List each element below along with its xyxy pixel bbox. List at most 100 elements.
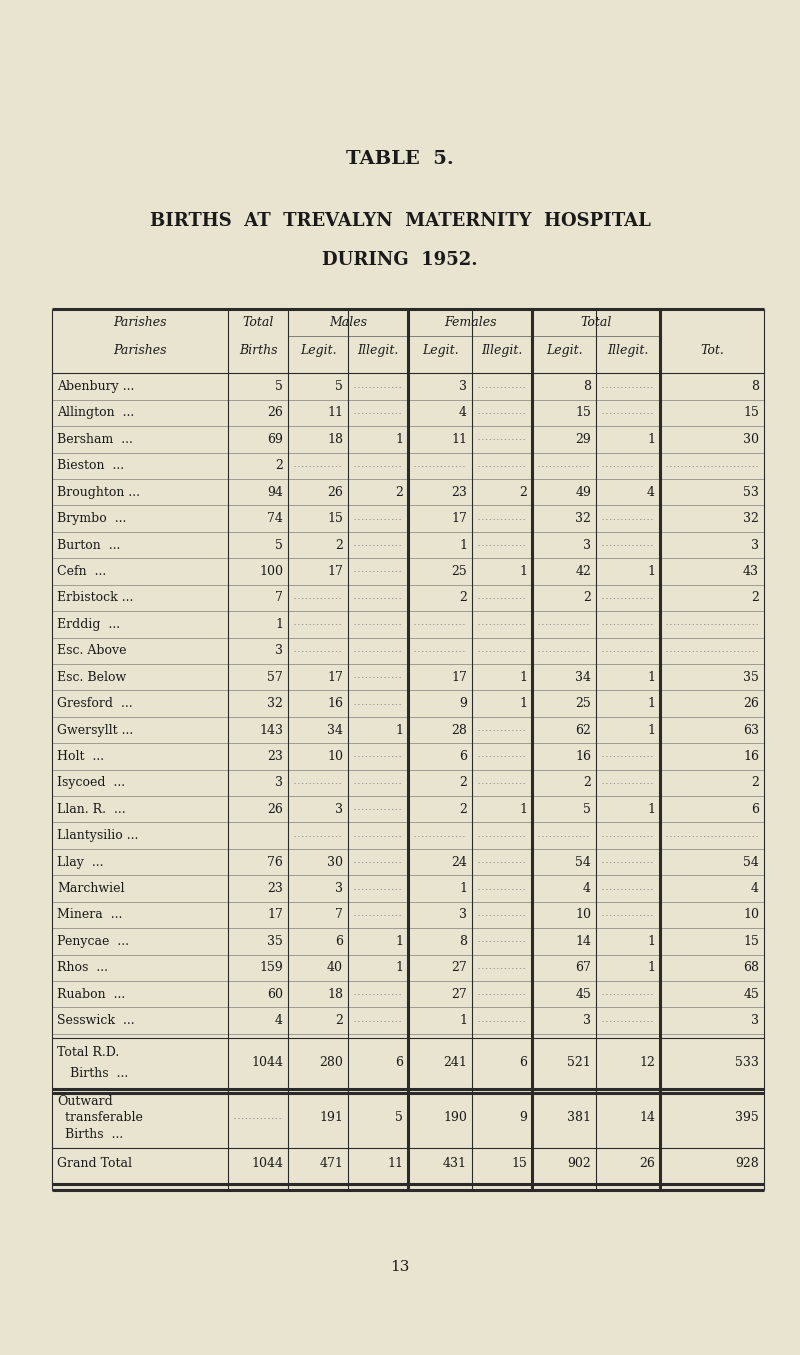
- Text: 35: 35: [267, 935, 283, 948]
- Text: 2: 2: [459, 802, 467, 816]
- Text: 395: 395: [735, 1111, 759, 1125]
- Text: 30: 30: [743, 432, 759, 446]
- Text: Brymbo  ...: Brymbo ...: [57, 512, 126, 526]
- Text: Bersham  ...: Bersham ...: [57, 432, 133, 446]
- Text: 3: 3: [275, 644, 283, 657]
- Text: 23: 23: [267, 882, 283, 896]
- Text: Llay  ...: Llay ...: [57, 855, 103, 869]
- Text: 1: 1: [647, 802, 655, 816]
- Text: 17: 17: [267, 908, 283, 921]
- Text: 94: 94: [267, 485, 283, 499]
- Text: Illegit.: Illegit.: [482, 344, 522, 356]
- Text: 35: 35: [743, 671, 759, 684]
- Text: 1: 1: [459, 882, 467, 896]
- Text: 10: 10: [743, 908, 759, 921]
- Text: 32: 32: [267, 696, 283, 710]
- Text: 1: 1: [647, 724, 655, 737]
- Text: 2: 2: [583, 776, 591, 790]
- Text: 191: 191: [319, 1111, 343, 1125]
- Text: 1: 1: [647, 432, 655, 446]
- Text: 18: 18: [327, 432, 343, 446]
- Text: 40: 40: [327, 961, 343, 974]
- Text: 15: 15: [575, 406, 591, 420]
- Text: BIRTHS  AT  TREVALYN  MATERNITY  HOSPITAL: BIRTHS AT TREVALYN MATERNITY HOSPITAL: [150, 211, 650, 230]
- Text: 1: 1: [395, 724, 403, 737]
- Text: 1044: 1044: [251, 1157, 283, 1171]
- Text: 1: 1: [275, 618, 283, 631]
- Text: 1: 1: [519, 565, 527, 579]
- Text: 7: 7: [275, 591, 283, 604]
- Text: 159: 159: [259, 961, 283, 974]
- Text: 45: 45: [575, 988, 591, 1001]
- Text: Legit.: Legit.: [546, 344, 582, 356]
- Text: 6: 6: [395, 1057, 403, 1069]
- Text: 54: 54: [743, 855, 759, 869]
- Text: 2: 2: [751, 591, 759, 604]
- Text: 12: 12: [639, 1057, 655, 1069]
- Text: Births  ...: Births ...: [57, 1127, 123, 1141]
- Text: 60: 60: [267, 988, 283, 1001]
- Text: 23: 23: [451, 485, 467, 499]
- Text: Ruabon  ...: Ruabon ...: [57, 988, 126, 1001]
- Text: 43: 43: [743, 565, 759, 579]
- Text: 1: 1: [647, 935, 655, 948]
- Text: 6: 6: [335, 935, 343, 948]
- Text: Tot.: Tot.: [700, 344, 724, 356]
- Text: 1: 1: [395, 432, 403, 446]
- Text: 9: 9: [459, 696, 467, 710]
- Text: 34: 34: [575, 671, 591, 684]
- Text: 45: 45: [743, 988, 759, 1001]
- Text: 54: 54: [575, 855, 591, 869]
- Text: Total: Total: [580, 316, 612, 329]
- Text: 17: 17: [327, 565, 343, 579]
- Text: Burton  ...: Burton ...: [57, 538, 120, 551]
- Text: Marchwiel: Marchwiel: [57, 882, 125, 896]
- Text: 17: 17: [327, 671, 343, 684]
- Text: Isycoed  ...: Isycoed ...: [57, 776, 125, 790]
- Text: 2: 2: [275, 459, 283, 473]
- Text: DURING  1952.: DURING 1952.: [322, 251, 478, 270]
- Text: Legit.: Legit.: [422, 344, 458, 356]
- Text: Total: Total: [242, 316, 274, 329]
- Text: 190: 190: [443, 1111, 467, 1125]
- Text: 1: 1: [459, 538, 467, 551]
- Text: 2: 2: [335, 538, 343, 551]
- Text: 100: 100: [259, 565, 283, 579]
- Text: Grand Total: Grand Total: [57, 1157, 132, 1171]
- Text: 1: 1: [395, 935, 403, 948]
- Text: Erbistock ...: Erbistock ...: [57, 591, 134, 604]
- Text: 25: 25: [451, 565, 467, 579]
- Text: 29: 29: [575, 432, 591, 446]
- Text: Llan. R.  ...: Llan. R. ...: [57, 802, 126, 816]
- Text: Allington  ...: Allington ...: [57, 406, 134, 420]
- Text: 3: 3: [751, 1014, 759, 1027]
- Text: 4: 4: [459, 406, 467, 420]
- Text: 49: 49: [575, 485, 591, 499]
- Text: 2: 2: [519, 485, 527, 499]
- Text: Gwersyllt ...: Gwersyllt ...: [57, 724, 134, 737]
- Text: 15: 15: [511, 1157, 527, 1171]
- Text: 76: 76: [267, 855, 283, 869]
- Text: 26: 26: [743, 696, 759, 710]
- Text: 3: 3: [751, 538, 759, 551]
- Text: 1044: 1044: [251, 1057, 283, 1069]
- Text: 68: 68: [743, 961, 759, 974]
- Text: 17: 17: [451, 512, 467, 526]
- Text: 26: 26: [267, 802, 283, 816]
- Text: 7: 7: [335, 908, 343, 921]
- Text: 8: 8: [459, 935, 467, 948]
- Text: 4: 4: [751, 882, 759, 896]
- Text: Penycae  ...: Penycae ...: [57, 935, 129, 948]
- Text: 10: 10: [575, 908, 591, 921]
- Text: 1: 1: [647, 565, 655, 579]
- Text: 1: 1: [519, 671, 527, 684]
- Text: 5: 5: [335, 379, 343, 393]
- Text: 2: 2: [459, 591, 467, 604]
- Text: 3: 3: [275, 776, 283, 790]
- Text: 16: 16: [327, 696, 343, 710]
- Text: Sesswick  ...: Sesswick ...: [57, 1014, 134, 1027]
- Text: transferable: transferable: [57, 1111, 143, 1125]
- Text: 63: 63: [743, 724, 759, 737]
- Text: Females: Females: [444, 316, 496, 329]
- Text: 67: 67: [575, 961, 591, 974]
